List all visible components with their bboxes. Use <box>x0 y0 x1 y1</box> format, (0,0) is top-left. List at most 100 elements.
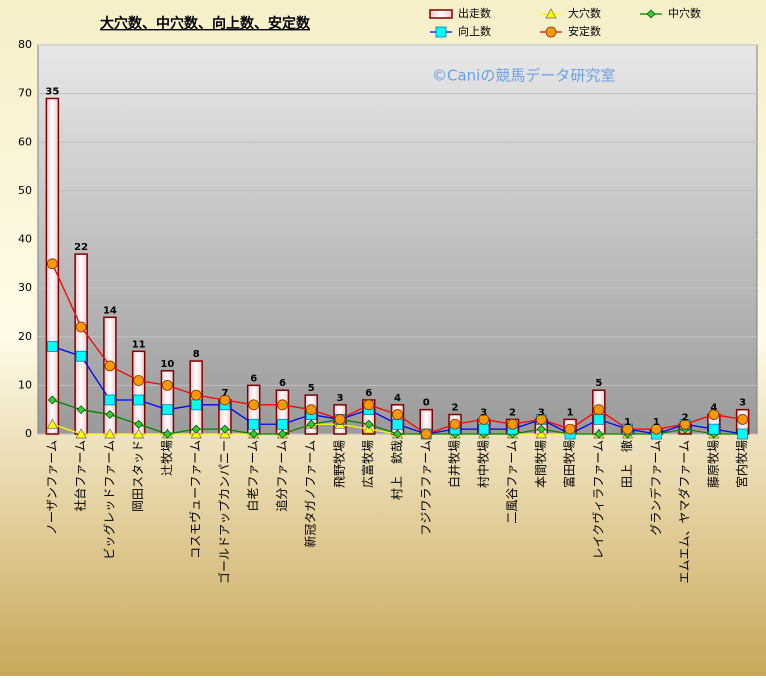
data-label: 1 <box>624 417 631 428</box>
marker <box>536 424 546 434</box>
marker <box>133 394 145 406</box>
marker <box>435 26 447 38</box>
data-label: 10 <box>160 359 174 370</box>
x-tick-label: 飛野牧場 <box>332 440 346 488</box>
marker <box>248 399 260 411</box>
marker <box>104 394 116 406</box>
x-tick-label: 村中牧場 <box>475 440 490 488</box>
x-tick-label: エムエム、ヤマダファーム <box>677 440 692 584</box>
marker <box>134 419 144 429</box>
x-tick-label: 宮内牧場 <box>734 440 749 488</box>
legend-label: 中穴数 <box>668 6 701 20</box>
marker <box>363 399 375 411</box>
legend-label: 出走数 <box>458 6 491 20</box>
data-label: 14 <box>103 305 117 316</box>
data-label: 6 <box>279 378 286 389</box>
data-label: 2 <box>452 403 459 414</box>
y-tick-label: 60 <box>18 135 32 148</box>
marker <box>420 428 432 440</box>
data-label: 5 <box>308 383 315 394</box>
watermark: ©Caniの競馬データ研究室 <box>432 67 615 85</box>
data-label: 2 <box>509 407 516 418</box>
x-tick-label: フジワラファーム <box>419 440 433 536</box>
marker <box>249 429 259 439</box>
marker <box>104 428 116 439</box>
data-label: 35 <box>45 86 59 97</box>
marker <box>75 321 87 333</box>
y-tick-label: 0 <box>25 427 32 440</box>
x-tick-label: 追分ファーム <box>274 440 289 512</box>
marker <box>219 394 231 406</box>
x-tick-label: 藤原牧場 <box>706 440 720 488</box>
marker <box>191 424 201 434</box>
x-tick-label: コスモヴューファーム <box>188 440 203 559</box>
marker <box>737 428 748 440</box>
x-tick-label: 広富牧場 <box>360 440 375 488</box>
marker <box>133 375 145 386</box>
marker <box>646 9 656 19</box>
marker <box>535 414 547 425</box>
data-label: 0 <box>423 398 430 409</box>
x-tick-label: 新冠タガノファーム <box>303 440 318 548</box>
data-label: 4 <box>394 393 401 404</box>
data-label: 3 <box>538 407 545 418</box>
x-tick-label: 二風谷ファーム <box>505 440 519 524</box>
y-tick-label: 10 <box>18 378 32 391</box>
marker <box>392 409 403 420</box>
x-tick-label: 田上 徹 <box>619 440 634 488</box>
y-tick-label: 20 <box>18 330 32 343</box>
chart-title: 大穴数、中穴数、向上数、安定数 <box>100 15 311 32</box>
x-tick-label: 村上 欽哉 <box>389 440 404 500</box>
marker <box>449 418 461 430</box>
data-label: 3 <box>480 407 487 418</box>
data-label: 3 <box>336 393 343 404</box>
x-tick-label: 岡田スタッド <box>131 440 145 512</box>
y-tick-label: 80 <box>18 38 32 51</box>
x-tick-label: 辻牧場 <box>160 440 174 476</box>
marker <box>47 341 58 352</box>
marker <box>545 8 557 19</box>
data-label: 2 <box>682 412 689 423</box>
x-tick-label: 社台ファーム <box>73 440 88 512</box>
x-tick-label: ビッグレッドファーム <box>102 440 116 560</box>
marker <box>277 429 287 439</box>
marker <box>564 423 576 435</box>
legend-swatch <box>429 9 453 19</box>
data-label: 6 <box>250 373 257 384</box>
x-tick-label: ゴールドアップカンパニー <box>216 440 231 584</box>
x-tick-label: レイクヴィラファーム <box>590 440 605 559</box>
marker <box>334 414 346 425</box>
marker <box>594 429 604 439</box>
marker <box>162 429 172 439</box>
marker <box>708 409 720 420</box>
data-label: 1 <box>653 417 660 428</box>
legend-label: 安定数 <box>568 24 601 38</box>
x-tick-label: 富田牧場 <box>562 440 577 488</box>
data-label: 5 <box>595 378 602 389</box>
data-label: 22 <box>74 242 88 253</box>
marker <box>75 350 87 362</box>
marker <box>545 26 557 38</box>
y-tick-label: 50 <box>18 184 32 197</box>
marker <box>75 428 87 439</box>
x-tick-label: 本間牧場 <box>534 440 548 488</box>
marker <box>277 399 288 411</box>
marker <box>277 418 288 430</box>
y-tick-label: 30 <box>18 281 32 294</box>
x-tick-label: 白老ファーム <box>245 440 260 512</box>
marker <box>76 405 86 415</box>
x-tick-label: 白井牧場 <box>447 440 462 488</box>
marker <box>220 424 230 434</box>
marker <box>133 428 145 439</box>
data-label: 6 <box>365 388 372 399</box>
y-tick-label: 40 <box>18 233 32 246</box>
x-tick-label: グランデファーム <box>648 440 663 536</box>
data-label: 7 <box>221 388 228 399</box>
marker <box>737 414 749 425</box>
data-label: 11 <box>132 339 146 350</box>
marker <box>306 419 316 429</box>
marker <box>507 418 518 430</box>
marker <box>105 410 115 420</box>
marker <box>593 404 605 416</box>
